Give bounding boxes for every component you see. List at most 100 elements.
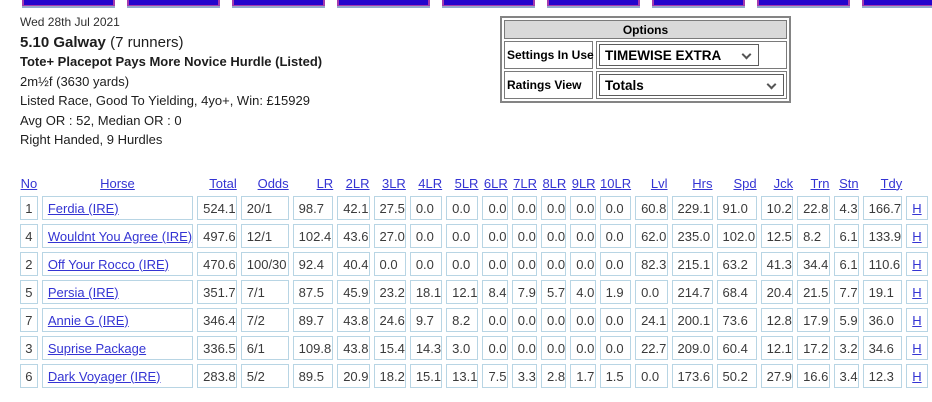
column-header-link-9lr[interactable]: 9LR <box>571 175 596 191</box>
horse-link[interactable]: Annie G (IRE) <box>47 312 129 328</box>
history-link[interactable]: H <box>912 256 922 272</box>
rating-cell-9lr: 0.0 <box>570 336 596 360</box>
horse-cell: Annie G (IRE) <box>41 308 194 332</box>
rating-cell-3lr: 23.2 <box>373 280 406 304</box>
rating-cell-6lr: 0.0 <box>482 308 508 332</box>
column-header-lr: LR <box>293 174 334 192</box>
column-header-4lr: 4LR <box>410 174 442 192</box>
rating-cell-spd: 63.2 <box>716 252 757 276</box>
horse-link[interactable]: Wouldnt You Agree (IRE) <box>47 228 193 244</box>
ratings-view-select[interactable]: Totals <box>599 74 784 96</box>
rating-cell-4lr: 9.7 <box>409 308 443 332</box>
ratings-view-value: Totals <box>605 77 644 93</box>
rating-cell-4lr: 15.1 <box>409 364 443 388</box>
table-row: 1 Ferdia (IRE) 524.1 20/1 98.7 42.1 27.5 0.0 0.0… <box>20 196 928 220</box>
rating-cell-5lr: 0.0 <box>446 252 479 276</box>
column-header-link-trn[interactable]: Trn <box>810 175 830 191</box>
rating-cell-hrs: 173.6 <box>671 364 713 388</box>
rating-cell-6lr: 7.5 <box>482 364 508 388</box>
column-header-link-jck[interactable]: Jck <box>773 175 794 191</box>
rating-cell-spd: 60.4 <box>716 336 757 360</box>
rating-cell-trn: 8.2 <box>797 224 830 248</box>
horse-cell: Wouldnt You Agree (IRE) <box>41 224 194 248</box>
column-header-link-4lr[interactable]: 4LR <box>418 175 443 191</box>
column-header-link-5lr[interactable]: 5LR <box>454 175 479 191</box>
column-header-link-lvl[interactable]: Lvl <box>650 175 668 191</box>
rating-cell-8lr: 2.8 <box>541 364 567 388</box>
history-link[interactable]: H <box>912 200 922 216</box>
column-header-link-7lr[interactable]: 7LR <box>513 175 538 191</box>
horse-link[interactable]: Suprise Package <box>47 340 147 356</box>
column-header-link-6lr[interactable]: 6LR <box>483 175 508 191</box>
rating-cell-total: 351.7 <box>197 280 237 304</box>
rating-cell-2lr: 20.9 <box>337 364 370 388</box>
nav-tab-1[interactable] <box>22 0 115 6</box>
column-header-link-tdy[interactable]: Tdy <box>880 175 903 191</box>
nav-tab-8[interactable] <box>757 0 850 6</box>
rating-cell-jck: 10.2 <box>760 196 794 220</box>
nav-tab-4[interactable] <box>337 0 430 6</box>
options-panel: Options Settings In Use TIMEWISE EXTRA R… <box>500 16 791 103</box>
column-header-total: Total <box>197 174 237 192</box>
rating-cell-stn: 6.1 <box>833 252 859 276</box>
column-header-link-10lr[interactable]: 10LR <box>600 175 632 191</box>
horse-link[interactable]: Ferdia (IRE) <box>47 200 119 216</box>
runner-number: 1 <box>20 196 38 220</box>
rating-cell-3lr: 0.0 <box>373 252 406 276</box>
history-cell: H <box>906 280 928 304</box>
column-header-link-spd[interactable]: Spd <box>733 175 757 191</box>
column-header-link-2lr[interactable]: 2LR <box>345 175 370 191</box>
horse-link[interactable]: Dark Voyager (IRE) <box>47 368 161 384</box>
settings-in-use-select[interactable]: TIMEWISE EXTRA <box>599 44 759 66</box>
rating-cell-7lr: 0.0 <box>511 252 538 276</box>
rating-cell-tdy: 36.0 <box>862 308 903 332</box>
history-link[interactable]: H <box>912 228 922 244</box>
rating-cell-trn: 17.9 <box>797 308 830 332</box>
rating-cell-4lr: 18.1 <box>409 280 443 304</box>
rating-cell-lvl: 60.8 <box>635 196 668 220</box>
history-link[interactable]: H <box>912 340 922 356</box>
nav-tab-7[interactable] <box>652 0 745 6</box>
horse-link[interactable]: Off Your Rocco (IRE) <box>47 256 169 272</box>
column-header-7lr: 7LR <box>512 174 537 192</box>
rating-cell-jck: 41.3 <box>760 252 794 276</box>
column-header-hist-clipped <box>906 174 928 192</box>
nav-tab-2[interactable] <box>127 0 220 6</box>
column-header-trn: Trn <box>797 174 829 192</box>
nav-tab-5[interactable] <box>442 0 535 6</box>
rating-cell-jck: 12.8 <box>760 308 794 332</box>
rating-cell-jck: 20.4 <box>760 280 794 304</box>
rating-cell-odds: 12/1 <box>240 224 289 248</box>
rating-cell-10lr: 1.5 <box>599 364 632 388</box>
table-row: 7 Annie G (IRE) 346.4 7/2 89.7 43.8 24.6 9.7 8.2… <box>20 308 928 332</box>
history-link[interactable]: H <box>912 312 922 328</box>
table-row: 6 Dark Voyager (IRE) 283.8 5/2 89.5 20.9 18.2 1… <box>20 364 928 388</box>
chevron-down-icon <box>741 49 752 60</box>
column-header-link-hrs[interactable]: Hrs <box>692 175 713 191</box>
rating-cell-trn: 34.4 <box>797 252 830 276</box>
history-link[interactable]: H <box>912 284 922 300</box>
column-header-link-lr[interactable]: LR <box>316 175 334 191</box>
column-header-link-stn[interactable]: Stn <box>839 175 859 191</box>
rating-cell-spd: 91.0 <box>716 196 757 220</box>
column-header-link-8lr[interactable]: 8LR <box>542 175 567 191</box>
column-header-link-3lr[interactable]: 3LR <box>381 175 406 191</box>
nav-tab-9[interactable] <box>862 0 932 6</box>
column-header-3lr: 3LR <box>374 174 406 192</box>
column-header-link-horse[interactable]: Horse <box>100 175 135 191</box>
column-header-link-odds[interactable]: Odds <box>257 175 289 191</box>
horse-link[interactable]: Persia (IRE) <box>47 284 119 300</box>
rating-cell-tdy: 110.6 <box>862 252 903 276</box>
rating-cell-stn: 4.3 <box>833 196 859 220</box>
rating-cell-lr: 102.4 <box>292 224 334 248</box>
nav-tab-3[interactable] <box>232 0 325 6</box>
rating-cell-3lr: 27.0 <box>373 224 406 248</box>
rating-cell-odds: 5/2 <box>240 364 289 388</box>
column-header-link-total[interactable]: Total <box>209 175 237 191</box>
rating-cell-stn: 3.2 <box>833 336 859 360</box>
race-conditions: Listed Race, Good To Yielding, 4yo+, Win… <box>20 93 310 108</box>
column-header-link-no[interactable]: No <box>20 175 38 191</box>
nav-tab-6[interactable] <box>547 0 640 6</box>
history-link[interactable]: H <box>912 368 922 384</box>
